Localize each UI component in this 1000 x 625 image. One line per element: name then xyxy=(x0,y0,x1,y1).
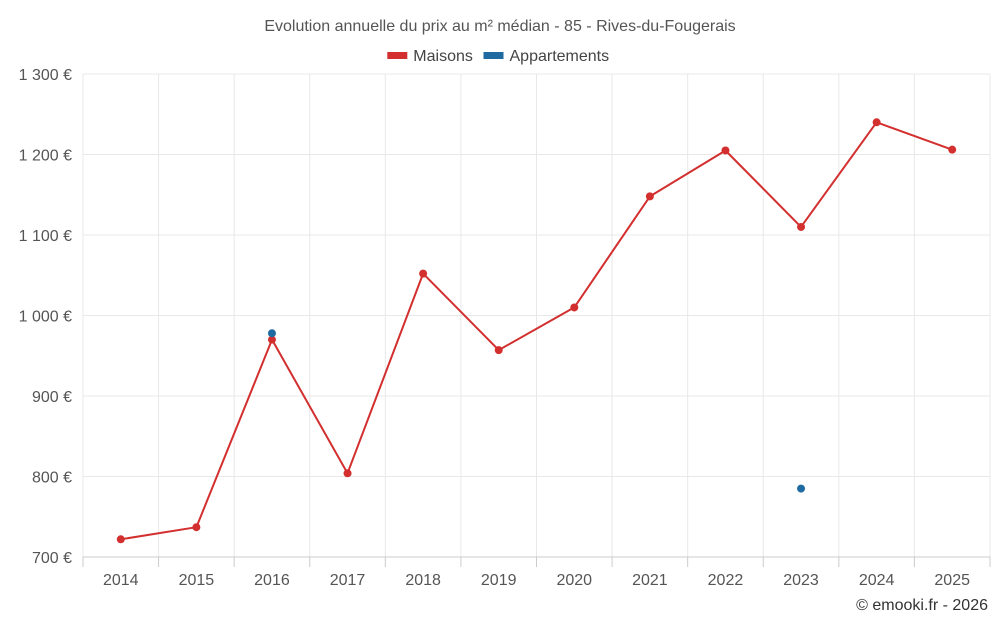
x-tick-label: 2025 xyxy=(934,572,970,589)
x-tick-label: 2023 xyxy=(783,572,819,589)
x-tick-label: 2022 xyxy=(708,572,744,589)
y-tick-label: 1 300 € xyxy=(19,67,72,84)
data-point-maisons[interactable] xyxy=(570,303,579,312)
data-point-maisons[interactable] xyxy=(419,269,428,278)
legend-label: Maisons xyxy=(413,48,473,65)
y-axis: 700 € 800 € 900 € 1 000 € 1 100 € 1 200 € 1 30… xyxy=(19,67,72,567)
data-point-maisons[interactable] xyxy=(192,523,201,532)
legend-label: Appartements xyxy=(510,48,610,65)
x-tick-label: 2020 xyxy=(556,572,592,589)
y-tick-label: 800 € xyxy=(32,470,72,487)
legend-swatch xyxy=(387,52,408,59)
data-point-maisons[interactable] xyxy=(948,145,957,154)
data-point-maisons[interactable] xyxy=(645,192,654,201)
legend-item-maisons[interactable]: Maisons xyxy=(387,48,473,65)
series-line-maisons xyxy=(120,121,953,541)
x-tick-label: 2024 xyxy=(859,572,895,589)
x-tick-label: 2015 xyxy=(179,572,215,589)
x-tick-label: 2014 xyxy=(103,572,139,589)
data-point-maisons[interactable] xyxy=(494,346,503,355)
x-tick-label: 2018 xyxy=(405,572,441,589)
data-point-maisons[interactable] xyxy=(343,469,352,478)
y-tick-label: 1 000 € xyxy=(19,309,72,326)
data-point-maisons[interactable] xyxy=(116,535,125,544)
series-area xyxy=(116,118,957,544)
chart-title: Evolution annuelle du prix au m² médian … xyxy=(264,18,735,35)
credit-text: © emooki.fr - 2026 xyxy=(856,597,988,614)
data-point-appartements[interactable] xyxy=(797,484,806,493)
data-point-appartements[interactable] xyxy=(267,329,276,338)
grid xyxy=(82,73,991,558)
x-tick-label: 2021 xyxy=(632,572,668,589)
y-tick-label: 900 € xyxy=(32,389,72,406)
y-tick-label: 1 200 € xyxy=(19,148,72,165)
data-point-maisons[interactable] xyxy=(797,222,806,231)
data-point-maisons[interactable] xyxy=(721,146,730,155)
x-axis: 2014 2015 2016 2017 2018 2019 2020 2021 2022 2023… xyxy=(82,556,991,589)
y-tick-label: 1 100 € xyxy=(19,228,72,245)
legend[interactable]: Maisons Appartements xyxy=(387,48,609,65)
y-tick-label: 700 € xyxy=(32,550,72,567)
legend-item-appartements[interactable]: Appartements xyxy=(483,48,610,65)
x-tick-label: 2017 xyxy=(330,572,366,589)
legend-swatch xyxy=(483,52,504,59)
data-point-maisons[interactable] xyxy=(267,335,276,344)
data-point-maisons[interactable] xyxy=(872,118,881,127)
x-tick-label: 2019 xyxy=(481,572,517,589)
x-tick-label: 2016 xyxy=(254,572,290,589)
